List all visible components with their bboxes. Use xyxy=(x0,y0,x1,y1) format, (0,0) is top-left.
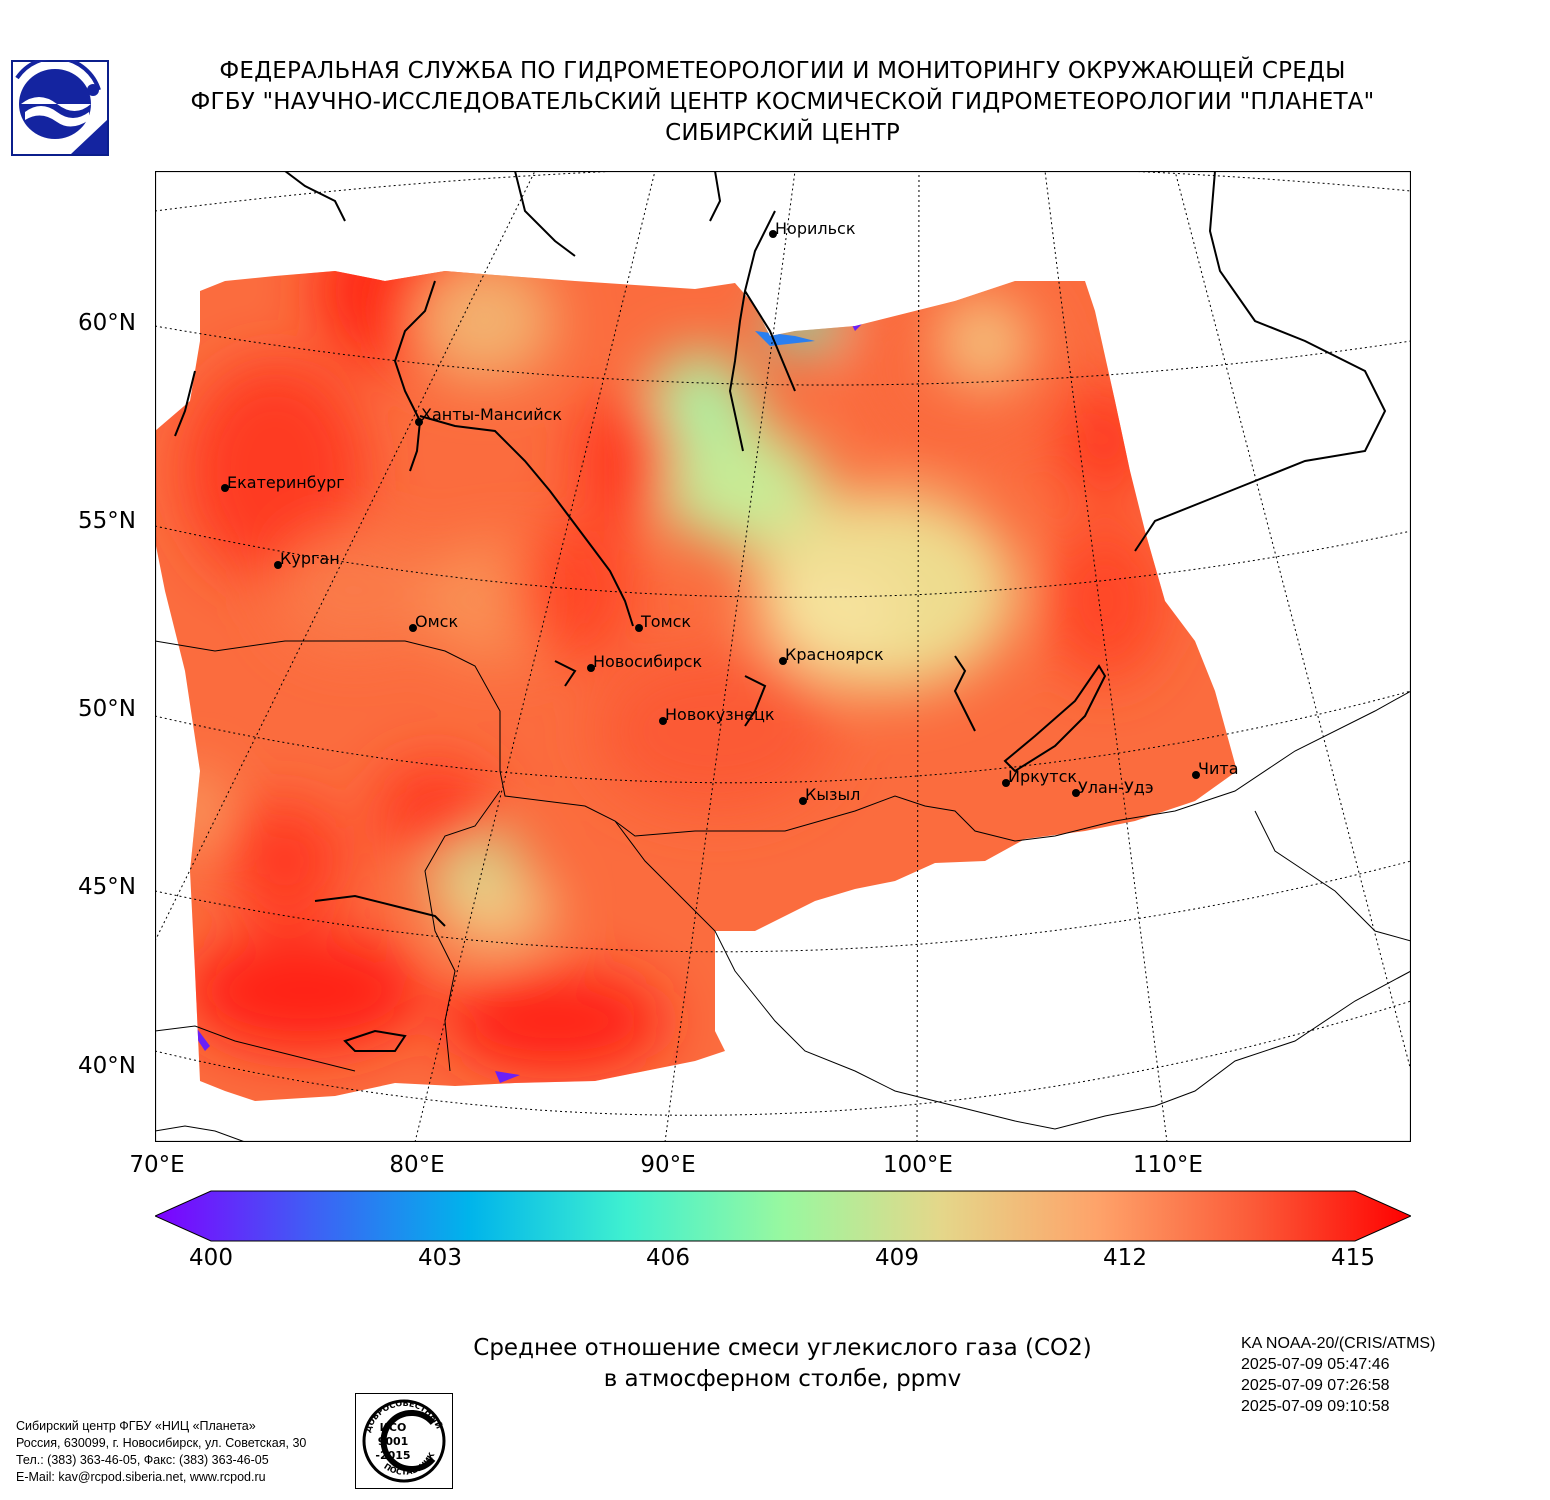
lon-label-90e: 90°E xyxy=(640,1152,696,1178)
city-label-novosibirsk: Новосибирск xyxy=(593,652,702,671)
lon-label-80e: 80°E xyxy=(389,1152,445,1178)
iso-line-2: 9001 xyxy=(378,1435,409,1448)
org-line-1: Сибирский центр ФГБУ «НИЦ «Планета» xyxy=(16,1419,256,1433)
planeta-logo-icon xyxy=(11,55,109,156)
org-line-2: Россия, 630099, г. Новосибирск, ул. Сове… xyxy=(16,1436,307,1450)
city-label-norilsk: Норильск xyxy=(775,219,856,238)
lon-label-70e: 70°E xyxy=(129,1152,185,1178)
city-norilsk: Норильск xyxy=(769,219,856,238)
organization-info: Сибирский центр ФГБУ «НИЦ «Планета» Росс… xyxy=(16,1418,306,1486)
lon-label-110e: 110°E xyxy=(1133,1152,1203,1178)
city-label-ekaterinburg: Екатеринбург xyxy=(227,473,345,492)
iso-line-3: -2015 xyxy=(375,1449,410,1462)
city-label-krasnoyarsk: Красноярск xyxy=(785,645,884,664)
satellite-info: KA NOAA-20/(CRIS/ATMS) 2025-07-09 05:47:… xyxy=(1241,1333,1435,1417)
city-khanty-mansiysk: Ханты-Мансийск xyxy=(415,405,562,426)
colorbar-tick-403: 403 xyxy=(418,1245,462,1271)
colorbar-tick-409: 409 xyxy=(875,1245,919,1271)
header-line-2: ФГБУ "НАУЧНО-ИССЛЕДОВАТЕЛЬСКИЙ ЦЕНТР КОС… xyxy=(190,89,1375,115)
city-chita: Чита xyxy=(1192,759,1239,779)
city-label-chita: Чита xyxy=(1198,759,1239,778)
city-ekaterinburg: Екатеринбург xyxy=(221,473,345,492)
city-omsk: Омск xyxy=(409,612,458,632)
header-line-1: ФЕДЕРАЛЬНАЯ СЛУЖБА ПО ГИДРОМЕТЕОРОЛОГИИ … xyxy=(219,58,1346,84)
country-borders xyxy=(155,640,1411,1142)
city-label-ulan-ude: Улан-Удэ xyxy=(1078,778,1154,797)
rivers-coastlines xyxy=(174,171,1387,1052)
colorbar xyxy=(153,1190,1413,1246)
header-line-3: СИБИРСКИЙ ЦЕНТР xyxy=(665,120,900,146)
org-line-4: E-Mail: kav@rcpod.siberia.net, www.rcpod… xyxy=(16,1470,266,1484)
city-kyzyl: Кызыл xyxy=(799,785,860,805)
org-line-3: Тел.: (383) 363-46-05, Факс: (383) 363-4… xyxy=(16,1453,269,1467)
city-label-khanty-mansiysk: Ханты-Мансийск xyxy=(421,405,562,424)
co2-map: Норильск Ханты-Мансийск Екатеринбург Кур… xyxy=(155,171,1411,1142)
satellite-name: KA NOAA-20/(CRIS/ATMS) xyxy=(1241,1335,1436,1352)
city-label-kurgan: Курган xyxy=(280,549,340,568)
satellite-time-3: 2025-07-09 09:10:58 xyxy=(1241,1398,1390,1415)
city-novokuznetsk: Новокузнецк xyxy=(659,705,775,725)
satellite-time-1: 2025-07-09 05:47:46 xyxy=(1241,1356,1390,1373)
lat-label-50n: 50°N xyxy=(78,696,136,722)
caption-line-1: Среднее отношение смеси углекислого газа… xyxy=(473,1335,1092,1361)
city-label-tomsk: Томск xyxy=(640,612,691,631)
colorbar-tick-406: 406 xyxy=(646,1245,690,1271)
city-label-novokuznetsk: Новокузнецк xyxy=(665,705,775,724)
lat-label-45n: 45°N xyxy=(78,874,136,900)
lon-label-100e: 100°E xyxy=(883,1152,953,1178)
map-caption: Среднее отношение смеси углекислого газа… xyxy=(430,1333,1135,1395)
city-kurgan: Курган xyxy=(274,549,340,569)
city-ulan-ude: Улан-Удэ xyxy=(1072,778,1154,797)
city-label-irkutsk: Иркутск xyxy=(1008,767,1077,786)
city-novosibirsk: Новосибирск xyxy=(587,652,702,672)
graticule xyxy=(155,171,1411,1142)
satellite-time-2: 2025-07-09 07:26:58 xyxy=(1241,1377,1390,1394)
header-title-block: ФЕДЕРАЛЬНАЯ СЛУЖБА ПО ГИДРОМЕТЕОРОЛОГИИ … xyxy=(110,56,1455,149)
city-label-kyzyl: Кызыл xyxy=(805,785,860,804)
cities-layer: Норильск Ханты-Мансийск Екатеринбург Кур… xyxy=(221,219,1239,805)
colorbar-tick-415: 415 xyxy=(1331,1245,1375,1271)
city-label-omsk: Омск xyxy=(415,612,458,631)
city-irkutsk: Иркутск xyxy=(1002,767,1077,787)
caption-line-2: в атмосферном столбе, ppmv xyxy=(603,1366,962,1392)
iso-badge-icon: ДОБРОСОВЕСТНЫЙ ПОСТАВЩИК ИСО 9001 -2015 xyxy=(355,1393,453,1489)
iso-line-1: ИСО xyxy=(380,1421,407,1434)
city-krasnoyarsk: Красноярск xyxy=(779,645,884,665)
lat-label-40n: 40°N xyxy=(78,1053,136,1079)
lat-label-55n: 55°N xyxy=(78,508,136,534)
city-tomsk: Томск xyxy=(635,612,691,632)
colorbar-tick-400: 400 xyxy=(189,1245,233,1271)
colorbar-tick-412: 412 xyxy=(1103,1245,1147,1271)
lat-label-60n: 60°N xyxy=(78,310,136,336)
